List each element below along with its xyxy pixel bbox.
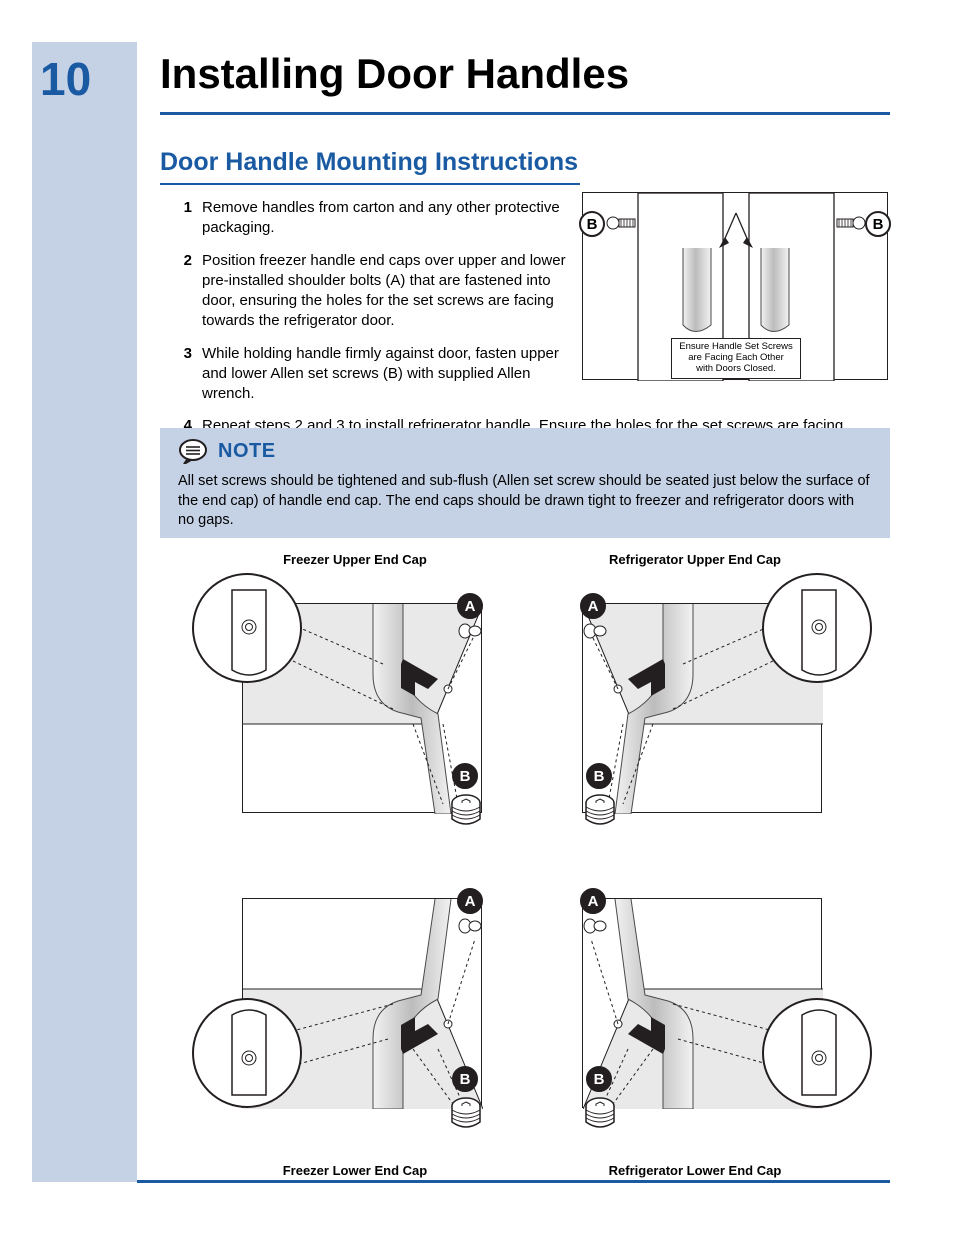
diagram-row: A B (192, 868, 872, 1143)
diagram-bottom-labels: Freezer Lower End Cap Refrigerator Lower… (192, 1163, 872, 1178)
callout-circle (762, 998, 872, 1108)
set-screw-icon (446, 793, 486, 829)
note-icon (178, 438, 208, 464)
badge-b-icon: B (586, 763, 612, 789)
endcap-detail-icon (194, 575, 304, 685)
diagram-top-labels: Freezer Upper End Cap Refrigerator Upper… (192, 552, 872, 567)
badge-a-icon: A (457, 593, 483, 619)
badge-b-icon: B (865, 211, 891, 237)
instruction-item: 2 Position freezer handle end caps over … (170, 251, 570, 332)
shoulder-bolt-icon (457, 621, 485, 641)
diagram-row: A B (192, 573, 872, 848)
diagram-label: Freezer Upper End Cap (283, 552, 427, 567)
shoulder-bolt-icon (582, 916, 610, 936)
top-figure: B B Ensure Handle Set Screws are Facing … (582, 192, 888, 380)
diagram-cell: A B (542, 573, 862, 848)
page-number: 10 (40, 52, 91, 106)
note-header: NOTE (178, 438, 872, 464)
footer-rule (137, 1180, 890, 1183)
badge-a-icon: A (457, 888, 483, 914)
set-screw-icon (580, 1096, 620, 1132)
step-number: 1 (170, 198, 192, 239)
step-number: 3 (170, 344, 192, 405)
callout-circle (192, 998, 302, 1108)
step-text: Position freezer handle end caps over up… (202, 251, 570, 332)
instruction-item: 1 Remove handles from carton and any oth… (170, 198, 570, 239)
endcap-detail-icon (764, 575, 874, 685)
caption-line: Ensure Handle Set Screws (679, 341, 793, 352)
badge-a-icon: A (580, 888, 606, 914)
manual-page: 10 Installing Door Handles Door Handle M… (0, 0, 954, 1235)
step-text: While holding handle firmly against door… (202, 344, 570, 405)
page-title: Installing Door Handles (160, 50, 629, 98)
endcap-detail-icon (764, 1000, 874, 1110)
shoulder-bolt-icon (582, 621, 610, 641)
badge-b-icon: B (586, 1066, 612, 1092)
diagram-label: Freezer Lower End Cap (283, 1163, 427, 1178)
subheading-rule (160, 183, 580, 185)
caption-line: are Facing Each Other (688, 352, 784, 363)
badge-b-icon: B (579, 211, 605, 237)
diagram-grid: Freezer Upper End Cap Refrigerator Upper… (192, 552, 872, 1178)
diagram-label: Refrigerator Lower End Cap (609, 1163, 782, 1178)
diagram-cell: A B (202, 868, 522, 1143)
callout-circle (762, 573, 872, 683)
note-title: NOTE (218, 440, 276, 463)
step-number: 2 (170, 251, 192, 332)
badge-a-icon: A (580, 593, 606, 619)
set-screw-icon (446, 1096, 486, 1132)
badge-b-icon: B (452, 1066, 478, 1092)
caption-line: with Doors Closed. (696, 363, 776, 374)
note-body: All set screws should be tightened and s… (178, 472, 872, 531)
diagram-cell: A B (542, 868, 862, 1143)
shoulder-bolt-icon (457, 916, 485, 936)
instruction-item: 3 While holding handle firmly against do… (170, 344, 570, 405)
section-subheading: Door Handle Mounting Instructions (160, 148, 578, 177)
endcap-detail-icon (194, 1000, 304, 1110)
diagram-cell: A B (202, 573, 522, 848)
step-text: Remove handles from carton and any other… (202, 198, 570, 239)
sidebar-bar (32, 42, 137, 1182)
badge-b-icon: B (452, 763, 478, 789)
note-box: NOTE All set screws should be tightened … (160, 428, 890, 538)
diagram-label: Refrigerator Upper End Cap (609, 552, 781, 567)
set-screw-icon (580, 793, 620, 829)
callout-circle (192, 573, 302, 683)
title-rule (160, 112, 890, 115)
figure-caption-box: Ensure Handle Set Screws are Facing Each… (671, 338, 801, 379)
